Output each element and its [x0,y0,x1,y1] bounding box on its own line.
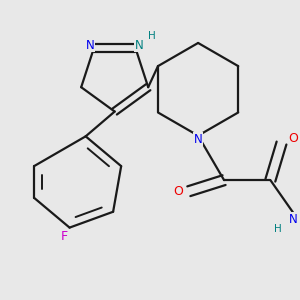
Text: N: N [135,38,143,52]
Text: N: N [86,38,95,52]
Text: N: N [289,212,298,226]
Text: H: H [274,224,282,234]
Text: F: F [60,230,68,243]
Text: N: N [194,133,203,146]
Text: O: O [173,185,183,198]
Text: O: O [289,132,298,145]
Text: H: H [148,31,156,41]
